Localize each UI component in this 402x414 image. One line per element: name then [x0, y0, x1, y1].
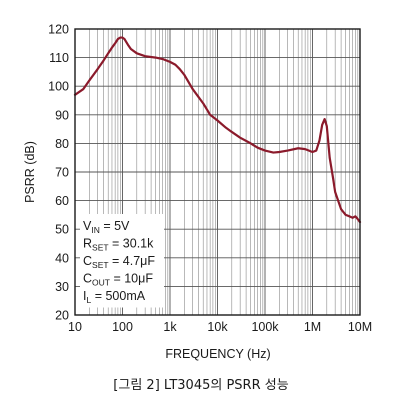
x-tick-label: 100k [251, 320, 279, 334]
y-tick-label: 40 [55, 251, 69, 265]
tick-labels: 20 30 40 50 60 70 80 90 100 110 120 10 100 1k 10k 100k 1… [48, 23, 372, 335]
x-tick-label: 10M [348, 320, 372, 334]
x-tick-label: 1M [304, 320, 321, 334]
x-tick-label: 100 [112, 320, 133, 334]
y-tick-label: 70 [55, 166, 69, 180]
x-tick-label: 1k [163, 320, 177, 334]
y-tick-label: 60 [55, 194, 69, 208]
y-tick-label: 30 [55, 280, 69, 294]
annotation-line: IL = 500mA [83, 289, 146, 305]
y-tick-label: 50 [55, 223, 69, 237]
annotation-line: CSET = 4.7μF [83, 254, 155, 270]
plot-frame [74, 28, 361, 316]
y-tick-label: 120 [48, 23, 69, 37]
y-tick-label: 80 [55, 137, 69, 151]
annotation-background [80, 214, 164, 308]
psrr-curve [73, 36, 362, 224]
y-tick-label: 20 [55, 309, 69, 323]
x-tick-label: 10 [68, 320, 82, 334]
y-axis-title: PSRR (dB) [23, 141, 37, 203]
annotation-line: COUT = 10μF [83, 272, 153, 288]
y-tick-label: 100 [48, 80, 69, 94]
figure-caption: [그림 2] LT3045의 PSRR 성능 [113, 378, 289, 393]
annotation-line: RSET = 30.1k [83, 237, 154, 253]
x-tick-label: 10k [207, 320, 228, 334]
x-axis-title: FREQUENCY (Hz) [165, 347, 270, 361]
annotation-line: VIN = 5V [83, 219, 130, 235]
y-tick-label: 110 [49, 51, 69, 65]
y-tick-label: 90 [55, 108, 69, 122]
